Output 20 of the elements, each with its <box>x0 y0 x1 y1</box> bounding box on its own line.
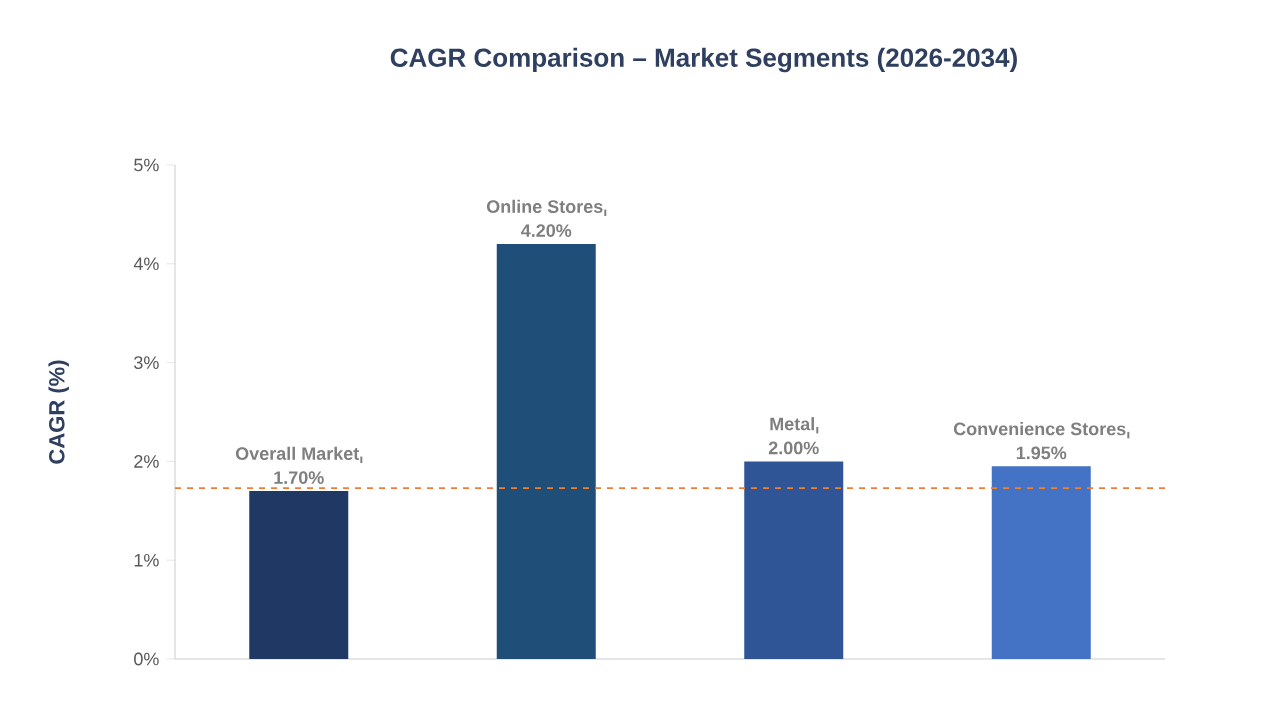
y-tick-label: 5% <box>134 158 159 172</box>
data-label: 1.95% <box>1016 446 1067 460</box>
data-label: 4.20% <box>521 224 572 237</box>
bar <box>991 466 1091 659</box>
chart-title: CAGR Comparison – Market Segments (2026-2034) <box>390 47 1017 73</box>
x-tick-label: Convenience Stores <box>953 422 1126 436</box>
data-label: 1.70% <box>274 471 324 484</box>
y-tick-label: 1% <box>134 553 159 567</box>
x-tick-label: Overall Market <box>235 446 360 460</box>
x-tick-label: Online Stores <box>486 199 603 213</box>
bar <box>496 244 596 659</box>
y-tick-label: 2% <box>134 455 159 468</box>
bar <box>744 461 844 659</box>
data-label: 2.00% <box>768 441 819 455</box>
y-tick-label: 0% <box>134 652 159 666</box>
y-tick-label: 3% <box>134 356 159 369</box>
x-tick-label: Metal <box>770 417 814 431</box>
y-axis-title: CAGR (%) <box>48 360 69 464</box>
y-tick-label: 4% <box>133 257 159 271</box>
bar <box>249 491 349 659</box>
